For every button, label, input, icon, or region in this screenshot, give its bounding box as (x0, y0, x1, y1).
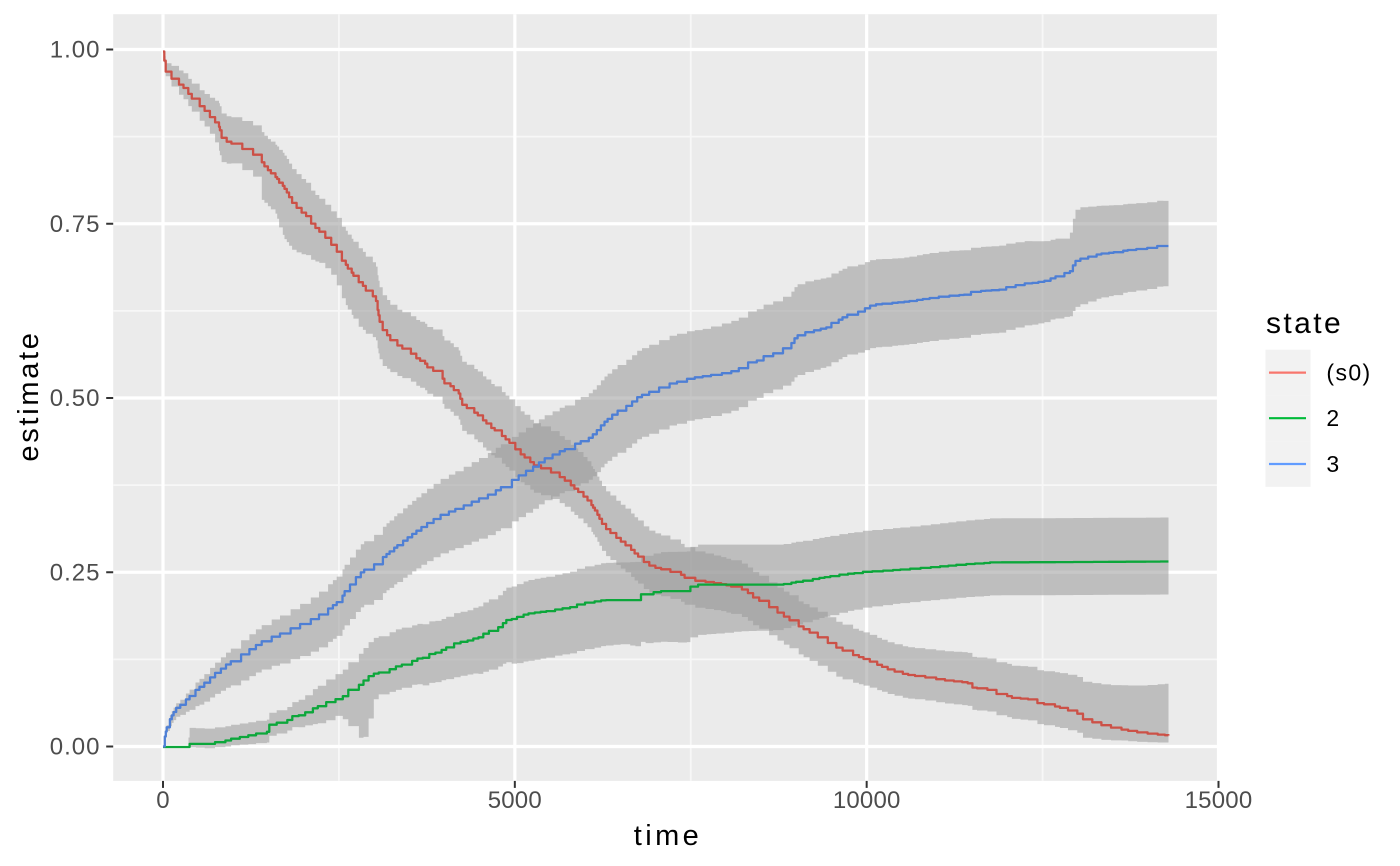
svg-text:0.75: 0.75 (50, 211, 101, 238)
svg-text:0: 0 (156, 787, 170, 814)
svg-text:0.25: 0.25 (50, 560, 101, 587)
svg-text:10000: 10000 (833, 787, 901, 814)
svg-text:0.50: 0.50 (50, 385, 101, 412)
svg-text:2: 2 (1326, 405, 1340, 431)
svg-text:(s0): (s0) (1326, 359, 1371, 385)
svg-text:1.00: 1.00 (50, 37, 101, 64)
svg-text:time: time (634, 820, 702, 852)
svg-text:0.00: 0.00 (50, 734, 101, 761)
svg-text:state: state (1266, 307, 1343, 340)
svg-text:15000: 15000 (1185, 787, 1253, 814)
svg-text:3: 3 (1326, 451, 1340, 477)
svg-text:5000: 5000 (488, 787, 542, 814)
svg-text:estimate: estimate (13, 330, 45, 461)
